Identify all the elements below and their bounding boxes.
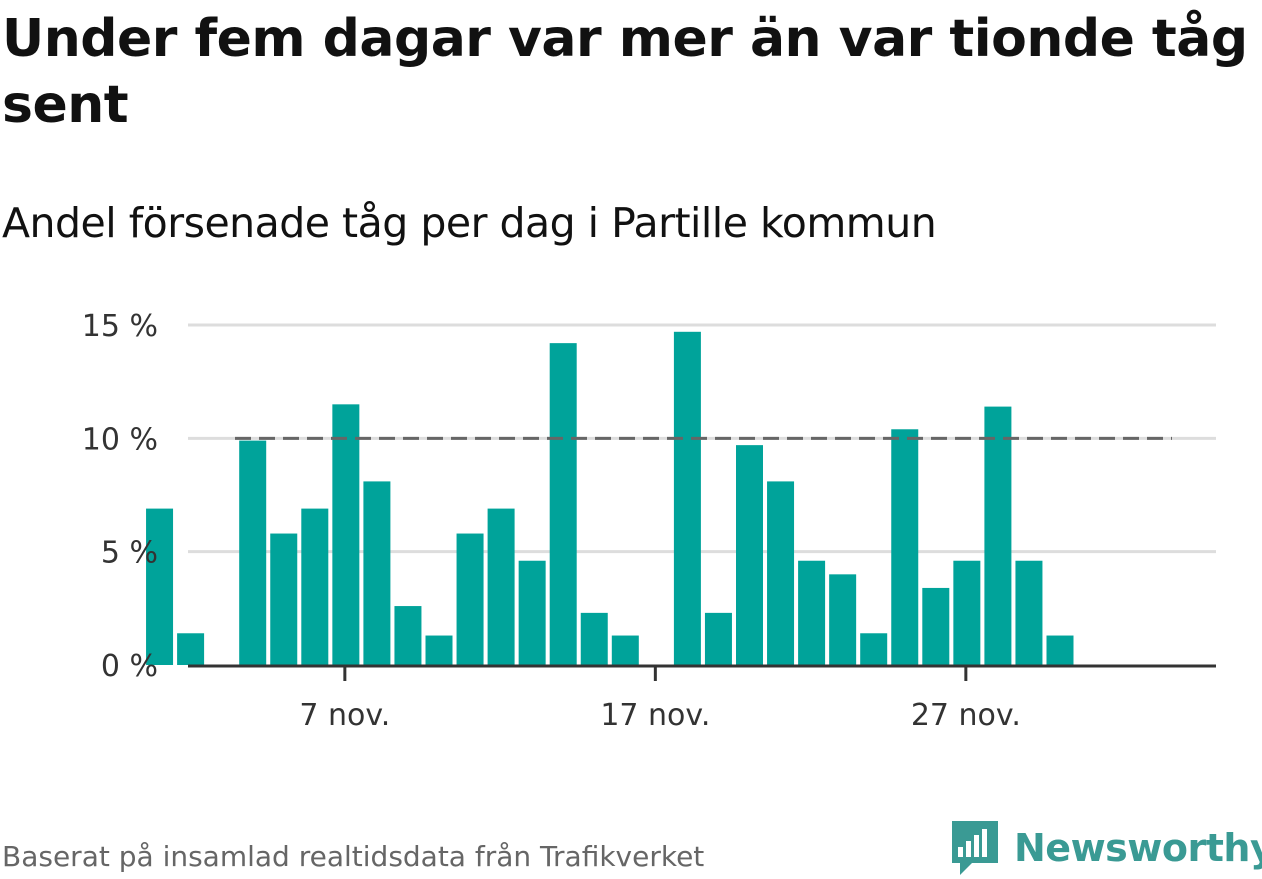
bar — [146, 508, 174, 665]
y-tick-label: 0 % — [101, 649, 158, 684]
bar — [984, 406, 1012, 665]
bar — [270, 533, 298, 665]
bar — [829, 574, 857, 665]
bar — [239, 440, 267, 665]
x-axis-labels: 7 nov. 17 nov. 27 nov. — [299, 698, 1021, 733]
y-axis-labels: 0 % 5 % 10 % 15 % — [82, 309, 158, 684]
newsworthy-logo[interactable]: Newsworthy — [950, 818, 1262, 878]
chart-subtitle: Andel försenade tåg per dag i Partille k… — [2, 199, 937, 247]
y-tick-label: 10 % — [82, 422, 158, 457]
bar — [891, 429, 919, 665]
x-tick-label: 27 nov. — [911, 698, 1021, 733]
bar-chart: 0 % 5 % 10 % 15 % 7 nov. 17 nov. 27 nov. — [82, 309, 1216, 733]
bar — [177, 633, 205, 665]
bar — [580, 612, 608, 665]
bar — [425, 635, 453, 665]
bar — [798, 560, 826, 665]
newsworthy-logo-icon — [952, 821, 998, 875]
bar — [704, 612, 732, 665]
source-note: Baserat på insamlad realtidsdata från Tr… — [2, 840, 705, 873]
bar — [487, 508, 515, 665]
x-tick-label: 7 nov. — [299, 698, 390, 733]
bar — [860, 633, 888, 665]
bar — [363, 481, 391, 665]
y-tick-label: 15 % — [82, 309, 158, 344]
bar — [1046, 635, 1074, 665]
x-axis — [188, 664, 1216, 681]
bar — [922, 587, 950, 665]
bar — [549, 343, 577, 665]
chart-title: Under fem dagar var mer än var tionde tå… — [2, 9, 1248, 135]
bar — [518, 560, 546, 665]
bar — [456, 533, 484, 665]
bars — [146, 331, 1074, 665]
x-tick-label: 17 nov. — [600, 698, 710, 733]
bar — [394, 606, 422, 665]
bar — [301, 508, 329, 665]
y-tick-label: 5 % — [101, 536, 158, 571]
bar — [611, 635, 639, 665]
bar — [1015, 560, 1043, 665]
newsworthy-logo-text: Newsworthy — [1014, 826, 1262, 870]
bar — [673, 331, 701, 665]
bar — [767, 481, 795, 665]
bar — [953, 560, 981, 665]
bar — [332, 404, 360, 665]
bar — [736, 445, 763, 665]
